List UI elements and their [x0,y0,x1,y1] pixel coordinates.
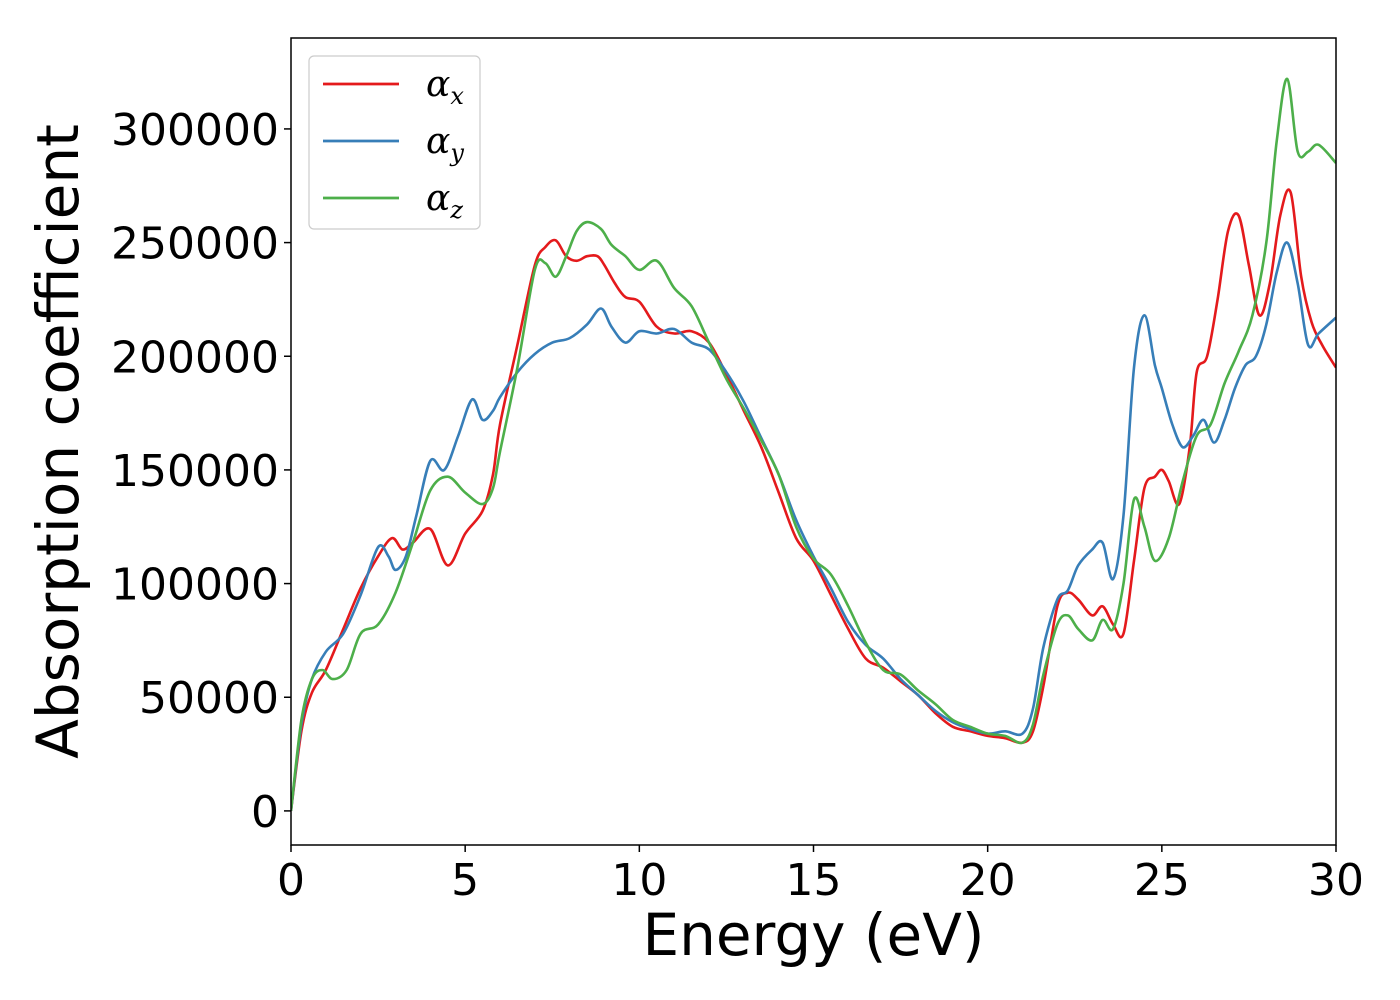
legend-label-x: αx [426,64,464,110]
y-tick-label: 200000 [111,332,279,383]
series-layer [291,77,1336,812]
x-tick-label: 30 [1308,855,1364,906]
legend-label-y: αy [426,121,464,167]
y-tick-label: 50000 [139,673,279,724]
y-tick-label: 100000 [111,560,279,611]
legend: αx αy αz [308,55,481,230]
x-axis-title: Energy (eV) [642,901,984,969]
y-tick-label: 300000 [111,105,279,156]
series-line-z [291,77,1336,812]
x-tick-label: 15 [786,855,842,906]
y-tick-label: 0 [251,787,279,838]
x-tick-label: 10 [611,855,667,906]
y-tick-label: 250000 [111,219,279,270]
y-axis: 0 50000 100000 150000 200000 250000 300000 [111,105,291,838]
y-tick-label: 150000 [111,446,279,497]
series-line-y [291,241,1336,812]
legend-box [308,55,481,230]
x-tick-label: 5 [451,855,479,906]
legend-label-z: αz [426,178,463,224]
x-tick-label: 0 [277,855,305,906]
x-tick-label: 20 [960,855,1016,906]
x-axis: 0 5 10 15 20 25 30 [277,845,1364,906]
x-tick-label: 25 [1134,855,1190,906]
y-axis-title: Absorption coefficient [24,124,92,759]
